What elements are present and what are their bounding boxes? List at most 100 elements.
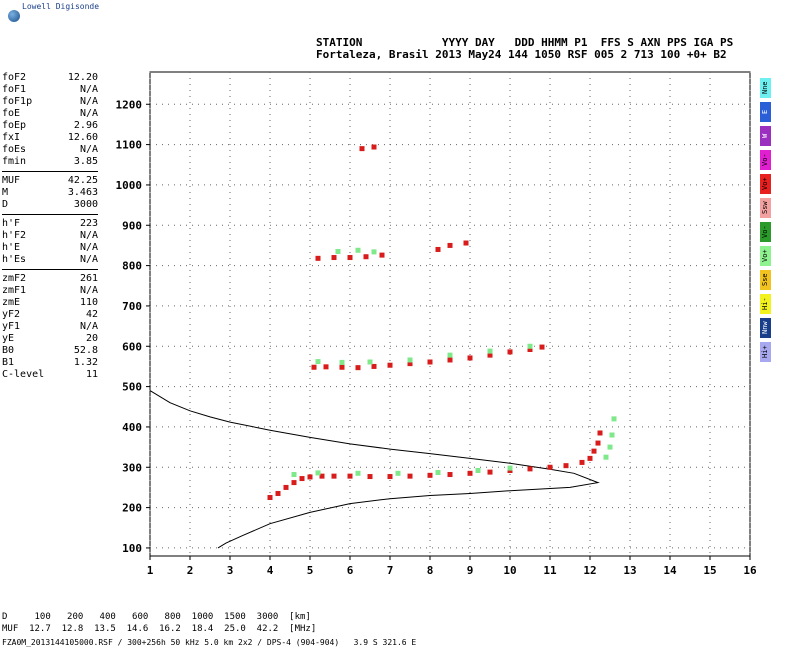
x-tick-label: 13 bbox=[623, 564, 636, 577]
trace-point bbox=[407, 357, 413, 363]
header-values: Fortaleza, Brasil 2013 May24 144 1050 RS… bbox=[316, 48, 727, 61]
trace-point bbox=[427, 359, 433, 365]
legend-label: Vo- bbox=[761, 225, 769, 239]
trace-point bbox=[447, 242, 453, 248]
param-row: foF1 N/A bbox=[2, 84, 98, 96]
param-value: 223 bbox=[79, 218, 98, 229]
param-value: N/A bbox=[79, 242, 98, 253]
y-tick-label: 200 bbox=[122, 502, 142, 515]
param-value: 12.20 bbox=[67, 72, 98, 83]
param-key: zmE bbox=[2, 297, 21, 308]
y-tick-label: 300 bbox=[122, 461, 142, 474]
legend-label: Sse bbox=[761, 273, 769, 287]
param-key: MUF bbox=[2, 175, 21, 186]
param-value: 11 bbox=[85, 369, 98, 380]
param-row: zmF2 261 bbox=[2, 273, 98, 285]
param-value: 52.8 bbox=[73, 345, 98, 356]
legend-item: Hi- bbox=[760, 294, 771, 314]
y-tick-label: 900 bbox=[122, 219, 142, 232]
trace-point bbox=[467, 470, 473, 476]
legend-item: Vo- bbox=[760, 222, 771, 242]
trace-point bbox=[371, 249, 377, 255]
trace-point bbox=[387, 362, 393, 368]
trace-point bbox=[427, 472, 433, 478]
legend-label: Vo+ bbox=[761, 177, 769, 191]
x-tick-label: 11 bbox=[543, 564, 557, 577]
trace-point bbox=[487, 469, 493, 475]
trace-point bbox=[603, 454, 609, 460]
param-row: foF1p N/A bbox=[2, 96, 98, 108]
param-value: N/A bbox=[79, 84, 98, 95]
param-key: B0 bbox=[2, 345, 15, 356]
param-key: D bbox=[2, 199, 9, 210]
param-key: M bbox=[2, 187, 9, 198]
legend-label: Vo- bbox=[761, 153, 769, 167]
legend-item: Vo- bbox=[760, 150, 771, 170]
param-value: 42.25 bbox=[67, 175, 98, 186]
lowell-logo: Lowell Digisonde bbox=[8, 2, 99, 24]
legend-item: Vo+ bbox=[760, 174, 771, 194]
plot-frame bbox=[149, 71, 751, 557]
trace-point bbox=[463, 240, 469, 246]
param-key: h'Es bbox=[2, 254, 27, 265]
param-row: h'F 223 bbox=[2, 218, 98, 230]
x-tick-label: 5 bbox=[307, 564, 314, 577]
param-key: zmF2 bbox=[2, 273, 27, 284]
param-row: MUF 42.25 bbox=[2, 175, 98, 187]
trace-point bbox=[467, 355, 473, 361]
trace-point bbox=[547, 464, 553, 470]
trace-point bbox=[607, 444, 613, 450]
legend-item: W bbox=[760, 126, 771, 146]
param-key: fmin bbox=[2, 156, 27, 167]
footer-file-info: FZA0M_2013144105000.RSF / 300+256h 50 kH… bbox=[2, 638, 417, 647]
param-value: N/A bbox=[79, 230, 98, 241]
header-labels: STATION YYYY DAY DDD HHMM P1 FFS S AXN P… bbox=[316, 36, 734, 49]
param-value: 3.463 bbox=[67, 187, 98, 198]
x-tick-label: 2 bbox=[187, 564, 194, 577]
logo-text: Lowell Digisonde bbox=[22, 2, 100, 11]
param-key: foEs bbox=[2, 144, 27, 155]
legend-item: Nne bbox=[760, 78, 771, 98]
x-tick-label: 6 bbox=[347, 564, 354, 577]
trace-point bbox=[299, 476, 305, 482]
y-tick-label: 700 bbox=[122, 300, 142, 313]
param-key: h'E bbox=[2, 242, 21, 253]
param-value: N/A bbox=[79, 96, 98, 107]
trace-point bbox=[527, 346, 533, 352]
footer-muf-row: MUF 12.7 12.8 13.5 14.6 16.2 18.4 25.0 4… bbox=[2, 624, 317, 634]
trace-point bbox=[359, 146, 365, 152]
globe-icon bbox=[8, 10, 20, 22]
trace-point bbox=[275, 490, 281, 496]
legend-label: W bbox=[761, 133, 769, 139]
param-separator bbox=[2, 214, 98, 215]
y-tick-label: 800 bbox=[122, 260, 142, 273]
trace-point bbox=[447, 352, 453, 358]
trace-point bbox=[291, 472, 297, 478]
trace-point bbox=[435, 246, 441, 252]
trace-point bbox=[355, 470, 361, 476]
param-value: N/A bbox=[79, 285, 98, 296]
legend-item: Sse bbox=[760, 270, 771, 290]
legend-label: E bbox=[761, 109, 769, 115]
trace-point bbox=[371, 363, 377, 369]
y-tick-label: 1200 bbox=[116, 98, 143, 111]
trace-point bbox=[387, 474, 393, 480]
trace-point bbox=[315, 255, 321, 261]
param-key: foE bbox=[2, 108, 21, 119]
trace-point bbox=[291, 480, 297, 486]
trace-point bbox=[609, 432, 615, 438]
param-row: h'Es N/A bbox=[2, 254, 98, 266]
param-row: M 3.463 bbox=[2, 187, 98, 199]
param-row: C-level 11 bbox=[2, 369, 98, 381]
x-tick-label: 4 bbox=[267, 564, 274, 577]
x-tick-label: 15 bbox=[703, 564, 716, 577]
legend-item: Vo+ bbox=[760, 246, 771, 266]
param-row: B0 52.8 bbox=[2, 345, 98, 357]
param-key: foF2 bbox=[2, 72, 27, 83]
y-tick-label: 1100 bbox=[116, 139, 143, 152]
param-key: foF1 bbox=[2, 84, 27, 95]
trace-point bbox=[579, 459, 585, 465]
trace-point bbox=[597, 430, 603, 436]
param-value: 12.60 bbox=[67, 132, 98, 143]
